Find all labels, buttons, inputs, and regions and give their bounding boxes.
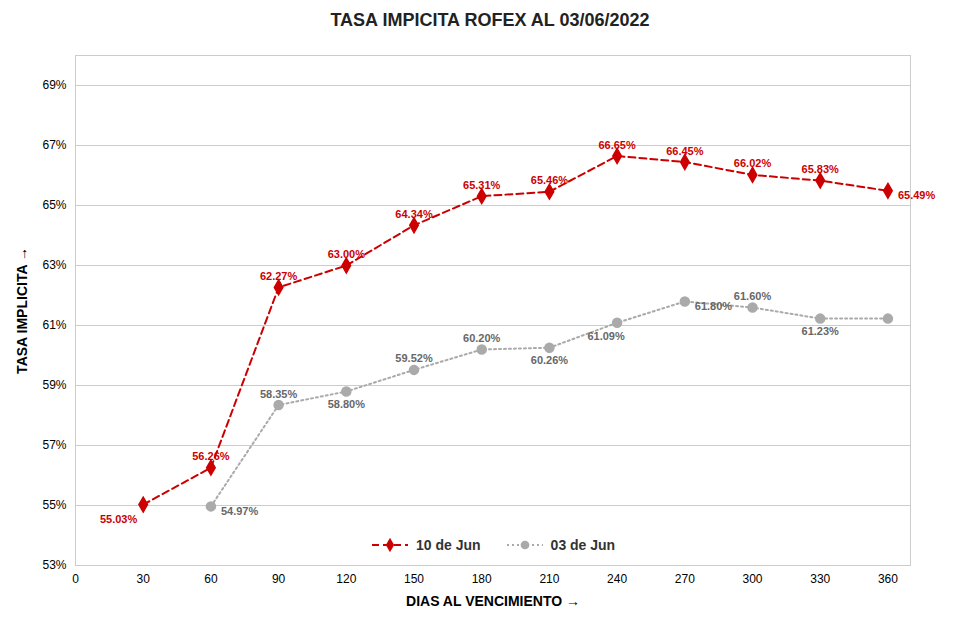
svg-text:53%: 53% — [42, 558, 66, 572]
svg-text:65%: 65% — [42, 198, 66, 212]
svg-text:66.02%: 66.02% — [734, 157, 772, 169]
svg-text:61.60%: 61.60% — [734, 290, 772, 302]
svg-text:65.31%: 65.31% — [463, 179, 501, 191]
svg-text:69%: 69% — [42, 78, 66, 92]
svg-text:60.26%: 60.26% — [531, 354, 569, 366]
svg-text:360: 360 — [878, 572, 898, 586]
svg-text:61%: 61% — [42, 318, 66, 332]
svg-text:58.80%: 58.80% — [328, 398, 366, 410]
svg-text:DIAS AL VENCIMIENTO →: DIAS AL VENCIMIENTO → — [406, 593, 580, 609]
svg-text:120: 120 — [336, 572, 356, 586]
svg-text:55%: 55% — [42, 498, 66, 512]
svg-text:57%: 57% — [42, 438, 66, 452]
svg-text:63%: 63% — [42, 258, 66, 272]
svg-text:59.52%: 59.52% — [395, 352, 433, 364]
html-text:TASA IMPICITA ROFEX AL 03/06/2: TASA IMPICITA ROFEX AL 03/06/2022 — [330, 10, 650, 30]
svg-text:63.00%: 63.00% — [328, 248, 366, 260]
svg-text:56.26%: 56.26% — [192, 450, 230, 462]
svg-text:60.20%: 60.20% — [463, 332, 501, 344]
svg-text:61.23%: 61.23% — [802, 325, 840, 337]
svg-text:210: 210 — [539, 572, 559, 586]
svg-text:300: 300 — [743, 572, 763, 586]
svg-text:59%: 59% — [42, 378, 66, 392]
svg-text:270: 270 — [675, 572, 695, 586]
svg-text:150: 150 — [404, 572, 424, 586]
svg-text:61.80%: 61.80% — [695, 300, 733, 312]
svg-text:60: 60 — [204, 572, 218, 586]
svg-text:65.46%: 65.46% — [531, 174, 569, 186]
svg-text:240: 240 — [607, 572, 627, 586]
svg-text:58.35%: 58.35% — [260, 388, 298, 400]
svg-text:66.65%: 66.65% — [598, 139, 636, 151]
html-text:10 de Jun: 10 de Jun — [416, 537, 481, 553]
svg-text:55.03%: 55.03% — [100, 513, 138, 525]
svg-text:90: 90 — [272, 572, 286, 586]
svg-text:30: 30 — [137, 572, 151, 586]
svg-text:54.97%: 54.97% — [221, 505, 259, 517]
svg-text:64.34%: 64.34% — [395, 208, 433, 220]
svg-text:65.83%: 65.83% — [802, 163, 840, 175]
svg-text:65.49%: 65.49% — [898, 189, 936, 201]
svg-text:0: 0 — [72, 572, 79, 586]
svg-text:67%: 67% — [42, 138, 66, 152]
svg-text:180: 180 — [472, 572, 492, 586]
html-text:03 de Jun: 03 de Jun — [550, 537, 616, 553]
svg-text:62.27%: 62.27% — [260, 270, 298, 282]
svg-text:66.45%: 66.45% — [666, 145, 704, 157]
svg-text:330: 330 — [810, 572, 830, 586]
svg-text:TASA IMPLICITA →: TASA IMPLICITA → — [14, 247, 30, 374]
svg-text:61.09%: 61.09% — [587, 330, 625, 342]
